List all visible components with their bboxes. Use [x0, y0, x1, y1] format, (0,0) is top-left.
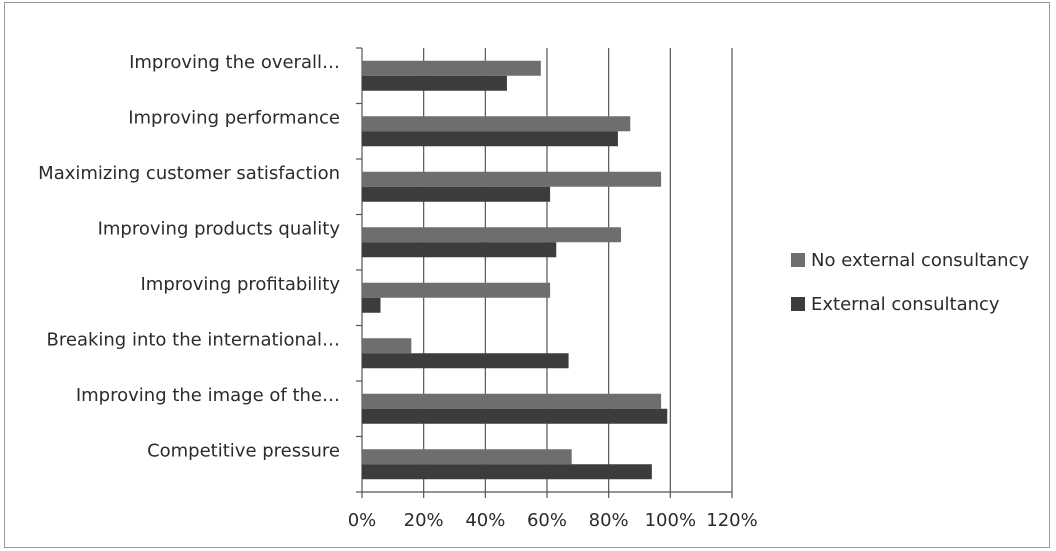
bar-no-external-3: [362, 227, 621, 243]
category-label: Improving products quality: [98, 218, 341, 239]
bar-external-2: [362, 186, 551, 202]
x-tick-label: 80%: [589, 510, 629, 531]
x-tick-label: 120%: [706, 510, 757, 531]
bar-no-external-5: [362, 338, 412, 354]
bar-external-0: [362, 75, 507, 91]
bar-no-external-7: [362, 449, 572, 465]
bar-chart: 0% 20% 40% 60% 80% 100% 120% Improving the over…: [38, 47, 1029, 531]
bar-external-4: [362, 297, 381, 313]
bar-external-6: [362, 408, 668, 424]
bar-external-7: [362, 464, 652, 480]
category-label: Maximizing customer satisfaction: [38, 163, 340, 184]
legend-label: No external consultancy: [811, 250, 1029, 271]
category-label: Competitive pressure: [147, 440, 340, 461]
category-label: Improving the image of the…: [76, 385, 340, 406]
x-tick-label: 0%: [348, 510, 377, 531]
bar-external-1: [362, 131, 618, 147]
legend-label: External consultancy: [811, 294, 1000, 315]
category-label: Improving the overall…: [129, 52, 340, 73]
legend-swatch-no-external: [791, 253, 805, 267]
x-tick-label: 40%: [465, 510, 505, 531]
bar-no-external-0: [362, 60, 541, 76]
bar-no-external-4: [362, 282, 551, 298]
x-tick-label: 20%: [404, 510, 444, 531]
bar-no-external-2: [362, 171, 662, 187]
bar-no-external-6: [362, 393, 662, 409]
bar-no-external-1: [362, 116, 631, 132]
x-tick-label: 60%: [527, 510, 567, 531]
legend-swatch-external: [791, 297, 805, 311]
chart-frame: 0% 20% 40% 60% 80% 100% 120% Improving the over…: [4, 2, 1050, 548]
category-label: Improving profitability: [140, 274, 340, 295]
category-label: Improving performance: [128, 107, 340, 128]
bar-external-3: [362, 242, 557, 258]
category-label: Breaking into the international…: [47, 329, 340, 350]
bar-external-5: [362, 353, 569, 369]
x-tick-label: 100%: [645, 510, 696, 531]
